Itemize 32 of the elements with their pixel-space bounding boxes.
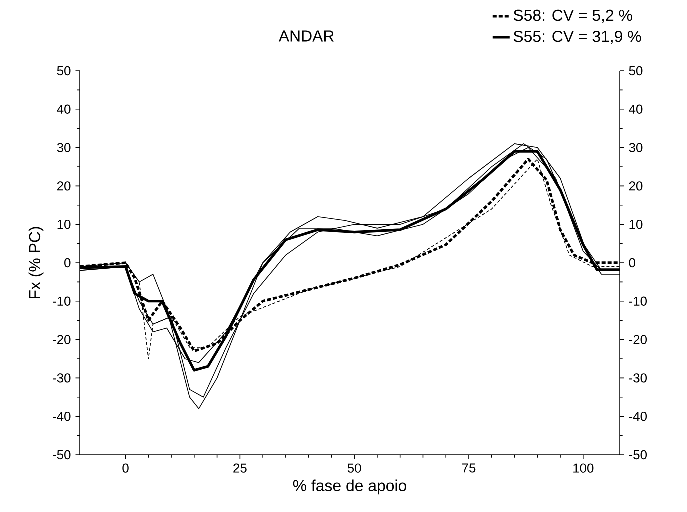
legend-label: S58: CV = 5,2 %	[514, 10, 632, 24]
y2-tick-label: 0	[629, 258, 636, 268]
y2-tick-label: 50	[629, 66, 643, 76]
y-tick-label: 0	[64, 258, 71, 268]
y-axis-title: Fx (% PC)	[28, 227, 44, 298]
y-tick-label: -40	[53, 412, 71, 422]
y2-tick-label: -30	[629, 374, 647, 383]
x-tick-label: 0	[122, 464, 129, 473]
y-tick-label: -30	[53, 374, 71, 383]
y2-tick-label: 20	[629, 182, 643, 191]
x-tick-label: 100	[574, 464, 594, 473]
y-tick-label: 40	[57, 104, 71, 114]
x-tick-label: 50	[348, 464, 362, 473]
y2-tick-label: -40	[629, 412, 647, 422]
y-tick-label: -10	[53, 296, 71, 306]
y2-tick-label: -20	[629, 335, 647, 344]
y-tick-label: -50	[53, 450, 71, 460]
x-tick-label: 25	[234, 464, 247, 473]
y2-tick-label: -10	[629, 296, 647, 306]
y-tick-label: -20	[53, 335, 71, 344]
y-tick-label: 50	[57, 66, 71, 76]
y-tick-label: 10	[58, 220, 71, 230]
y2-tick-label: 40	[629, 104, 643, 114]
y-tick-label: 20	[57, 182, 71, 191]
chart-title: ANDAR	[278, 30, 334, 42]
y2-tick-label: -50	[629, 450, 647, 460]
y-tick-label: 30	[57, 143, 71, 152]
x-axis-title: % fase de apoio	[293, 480, 406, 495]
y2-tick-label: 10	[630, 220, 643, 230]
x-tick-label: 75	[462, 464, 476, 473]
y2-tick-label: 30	[629, 143, 643, 152]
legend-label: S55: CV = 31,9 %	[514, 30, 642, 44]
